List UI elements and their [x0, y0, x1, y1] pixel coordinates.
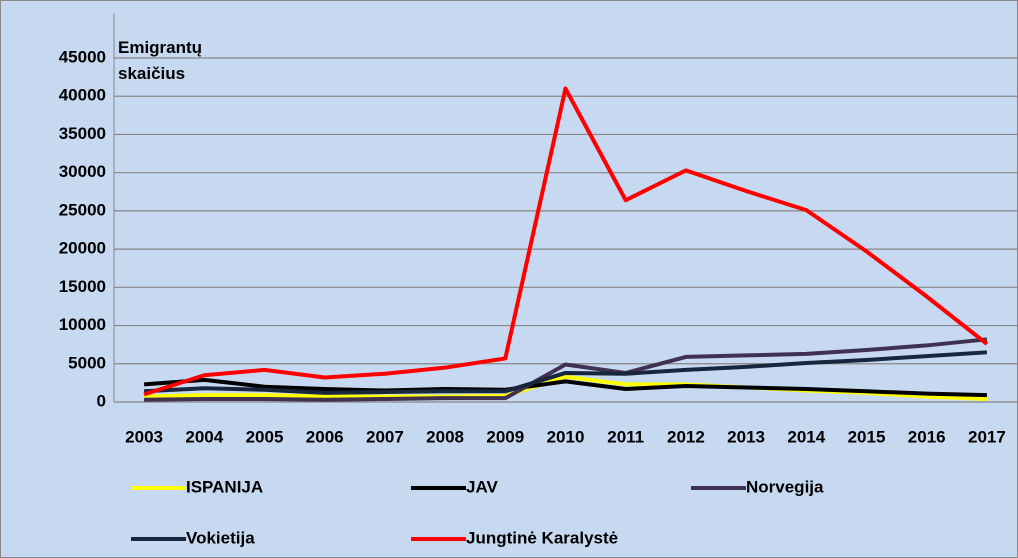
y-axis-label: Emigrantų skaičius [118, 38, 203, 83]
x-tick-label: 2017 [968, 427, 1006, 446]
legend-label: ISPANIJA [186, 477, 263, 496]
y-tick-label: 45000 [59, 47, 106, 66]
x-tick-label: 2013 [727, 427, 765, 446]
y-tick-label: 30000 [59, 162, 106, 181]
y-tick-label: 5000 [68, 353, 106, 372]
y-tick-label: 25000 [59, 200, 106, 219]
y-tick-label: 20000 [59, 239, 106, 258]
series-line [143, 350, 988, 395]
x-tick-label: 2008 [426, 427, 464, 446]
legend-label: Vokietija [186, 528, 255, 547]
y-tick-label: 35000 [59, 124, 106, 143]
x-tick-label: 2016 [908, 427, 946, 446]
x-tick-label: 2011 [607, 427, 644, 446]
y-tick-label: 40000 [59, 86, 106, 105]
y-tick-label: 0 [97, 391, 106, 410]
x-tick-label: 2006 [306, 427, 344, 446]
y-tick-label: 15000 [59, 277, 106, 296]
x-tick-label: 2014 [787, 427, 825, 446]
series-line [143, 86, 989, 397]
series-line [143, 377, 987, 398]
x-tick-label: 2012 [667, 427, 705, 446]
legend-label: Norvegija [746, 477, 824, 496]
x-tick-label: 2010 [547, 427, 585, 446]
x-tick-label: 2015 [848, 427, 886, 446]
x-tick-label: 2009 [486, 427, 524, 446]
y-tick-label: 10000 [59, 315, 106, 334]
x-tick-label: 2005 [246, 427, 284, 446]
x-tick-label: 2003 [125, 427, 163, 446]
series-line [144, 337, 988, 402]
legend-label: Jungtinė Karalystė [466, 528, 618, 547]
x-tick-label: 2004 [185, 427, 223, 446]
x-tick-label: 2007 [366, 427, 404, 446]
legend-label: JAV [466, 477, 498, 496]
